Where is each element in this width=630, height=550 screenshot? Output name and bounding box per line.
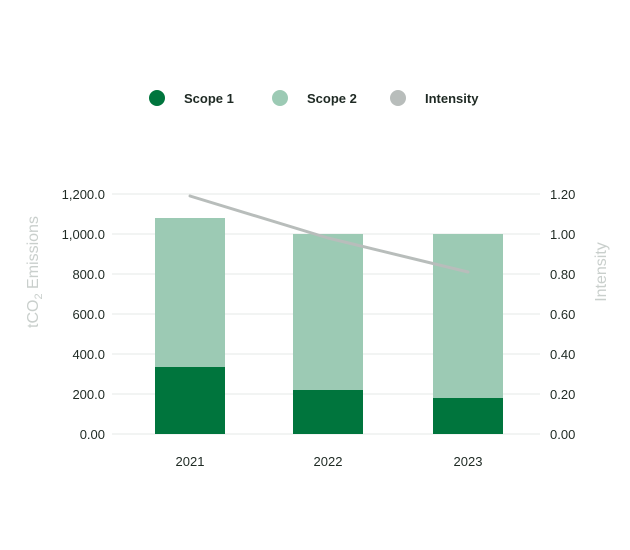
- legend-marker-intensity: [390, 90, 406, 106]
- left-axis-title-main: tCO: [25, 300, 42, 328]
- bar-scope-1-2023: [433, 398, 503, 434]
- bar-scope-1-2021: [155, 367, 225, 434]
- x-tick-label-2021: 2021: [176, 454, 205, 469]
- right-tick-label: 0.20: [550, 387, 575, 402]
- left-tick-label: 200.0: [72, 387, 105, 402]
- right-tick-label: 0.60: [550, 307, 575, 322]
- left-axis-ticks: 0.00 200.0 400.0 600.0 800.0 1,000.0 1,200.0: [62, 187, 105, 442]
- x-tick-label-2022: 2022: [314, 454, 343, 469]
- left-axis-title-subscript: 2: [33, 293, 45, 299]
- x-tick-label-2023: 2023: [454, 454, 483, 469]
- left-tick-label: 800.0: [72, 267, 105, 282]
- right-tick-label: 0.40: [550, 347, 575, 362]
- left-axis-title: tCO2 Emissions: [25, 216, 45, 328]
- x-axis-ticks: 2021 2022 2023: [176, 454, 483, 469]
- right-tick-label: 1.00: [550, 227, 575, 242]
- right-tick-label: 0.80: [550, 267, 575, 282]
- right-tick-label: 0.00: [550, 427, 575, 442]
- right-tick-label: 1.20: [550, 187, 575, 202]
- left-tick-label: 400.0: [72, 347, 105, 362]
- left-tick-label: 600.0: [72, 307, 105, 322]
- legend-marker-scope-1: [149, 90, 165, 106]
- legend-label-scope-1: Scope 1: [184, 91, 234, 106]
- right-axis-ticks: 0.00 0.20 0.40 0.60 0.80 1.00 1.20: [550, 187, 575, 442]
- bar-scope-2-2022: [293, 234, 363, 390]
- bar-scope-2-2021: [155, 218, 225, 367]
- left-tick-label: 1,200.0: [62, 187, 105, 202]
- legend-marker-scope-2: [272, 90, 288, 106]
- intensity-line-group: [188, 194, 470, 274]
- bars: [155, 218, 503, 434]
- right-axis-title: Intensity: [593, 242, 610, 302]
- legend-label-scope-2: Scope 2: [307, 91, 357, 106]
- intensity-line: [188, 194, 470, 274]
- bar-scope-1-2022: [293, 390, 363, 434]
- legend: Scope 1 Scope 2 Intensity: [149, 90, 479, 106]
- left-tick-label: 1,000.0: [62, 227, 105, 242]
- left-axis-title-rest: Emissions: [25, 216, 42, 293]
- bar-scope-2-2023: [433, 234, 503, 398]
- legend-label-intensity: Intensity: [425, 91, 479, 106]
- left-tick-label: 0.00: [80, 427, 105, 442]
